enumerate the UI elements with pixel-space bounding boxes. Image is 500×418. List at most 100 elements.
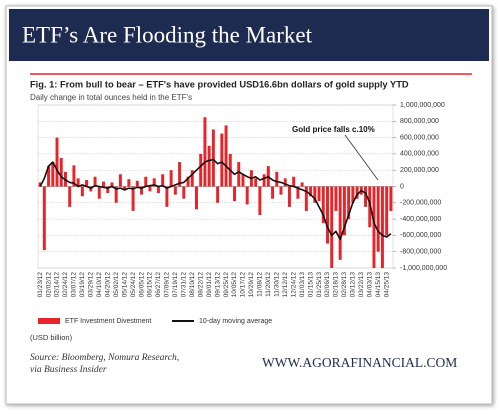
bar — [241, 174, 245, 187]
x-tick-label: 04/03/13 — [366, 272, 373, 298]
bar — [385, 186, 389, 236]
x-tick-label: 11/08/12 — [257, 272, 264, 297]
bar — [355, 186, 359, 199]
bar — [135, 180, 139, 187]
x-tick-label: 02/28/13 — [341, 272, 348, 298]
x-tick-label: 04/10/12 — [96, 272, 103, 298]
x-tick-label: 01/03/13 — [299, 272, 306, 298]
x-tick-label: 11/20/12 — [265, 272, 272, 297]
bar — [165, 186, 169, 207]
x-tick-label: 04/15/13 — [375, 272, 382, 298]
x-tick-label: 02/02/12 — [45, 272, 52, 298]
bar — [114, 186, 118, 203]
bar — [304, 186, 308, 211]
bar — [118, 174, 122, 187]
bar — [347, 186, 351, 220]
bar — [338, 186, 342, 260]
bar — [317, 186, 321, 202]
x-tick-label: 03/19/12 — [79, 272, 86, 298]
bar — [313, 186, 317, 203]
bar — [89, 186, 93, 192]
x-tick-label: 05/02/12 — [113, 272, 120, 298]
x-tick-label: 05/24/12 — [130, 272, 137, 298]
x-tick-label: 02/06/13 — [324, 272, 331, 298]
source: via Business Insider — [30, 365, 107, 375]
x-tick-label: 01/23/12 — [37, 272, 44, 298]
x-tick-label: 09/25/12 — [223, 272, 230, 298]
bar — [156, 186, 160, 194]
bar — [368, 186, 372, 228]
bar — [271, 186, 275, 199]
bar — [55, 137, 59, 187]
bar — [211, 129, 215, 187]
x-tick-label: 04/20/12 — [104, 272, 111, 298]
bar — [380, 186, 384, 268]
bar — [106, 186, 110, 194]
x-tick-label: 09/13/12 — [214, 272, 221, 298]
x-tick-label: 12/24/12 — [290, 272, 297, 298]
x-tick-label: 04/25/13 — [383, 272, 390, 298]
chart-subtitle: Daily change in total ounces held in the… — [30, 93, 192, 102]
bar — [85, 179, 89, 187]
y-tick-label: -1,000,000,000 — [400, 265, 447, 272]
frame — [5, 5, 493, 405]
unit-note: (USD billion) — [30, 333, 73, 342]
x-tick-label: 06/27/12 — [155, 272, 162, 298]
bar — [237, 162, 241, 187]
annotation-arrow — [344, 134, 379, 181]
x-tick-label: 02/24/12 — [62, 272, 69, 298]
y-tick-label: -200,000,000 — [400, 200, 441, 207]
bar — [309, 186, 313, 197]
bar — [161, 174, 165, 187]
bar — [216, 186, 220, 203]
bar — [372, 186, 376, 268]
bar — [190, 170, 194, 187]
y-tick-label: 600,000,000 — [400, 134, 439, 141]
bar — [279, 186, 283, 195]
x-tick-label: 06/05/12 — [138, 272, 145, 298]
bar — [262, 174, 266, 187]
bar — [140, 186, 144, 195]
y-tick-label: -400,000,000 — [400, 216, 441, 223]
bar — [131, 186, 135, 211]
banner-title: ETF’s Are Flooding the Market — [22, 22, 313, 47]
bar — [97, 186, 101, 199]
bar — [42, 186, 46, 251]
bar — [283, 178, 287, 187]
bar — [275, 171, 279, 187]
x-tick-label: 10/05/12 — [231, 272, 238, 298]
bar — [351, 186, 355, 203]
site: WWW.AGORAFINANCIAL.COM — [262, 355, 457, 370]
bar — [72, 165, 76, 187]
bar — [178, 162, 182, 187]
bar — [224, 125, 228, 187]
y-tick-label: 0 — [400, 183, 404, 190]
x-tick-label: 03/12/13 — [350, 272, 357, 298]
bar — [376, 186, 380, 252]
bar — [258, 186, 262, 216]
x-tick-label: 02/14/12 — [54, 272, 61, 298]
x-tick-label: 10/17/12 — [240, 272, 247, 298]
bar — [245, 186, 249, 205]
x-tick-label: 05/14/12 — [121, 272, 128, 298]
bar — [110, 182, 114, 187]
x-tick-label: 02/18/13 — [333, 272, 340, 298]
y-tick-label: 200,000,000 — [400, 167, 439, 174]
bar — [123, 186, 127, 191]
bar — [296, 186, 300, 199]
x-tick-label: 07/09/12 — [164, 272, 171, 298]
annotation: Gold price falls c.10% — [292, 125, 375, 134]
bar — [233, 186, 236, 202]
legend-swatch — [38, 318, 60, 324]
bar — [389, 186, 393, 211]
x-tick-label: 10/29/12 — [248, 272, 255, 298]
y-tick-label: 400,000,000 — [400, 151, 439, 158]
bar — [38, 182, 42, 187]
bar — [152, 178, 156, 187]
bar — [199, 153, 203, 187]
chart-title: Fig. 1: From bull to bear – ETF's have p… — [30, 79, 409, 89]
bar — [220, 133, 224, 187]
bar — [182, 186, 186, 199]
